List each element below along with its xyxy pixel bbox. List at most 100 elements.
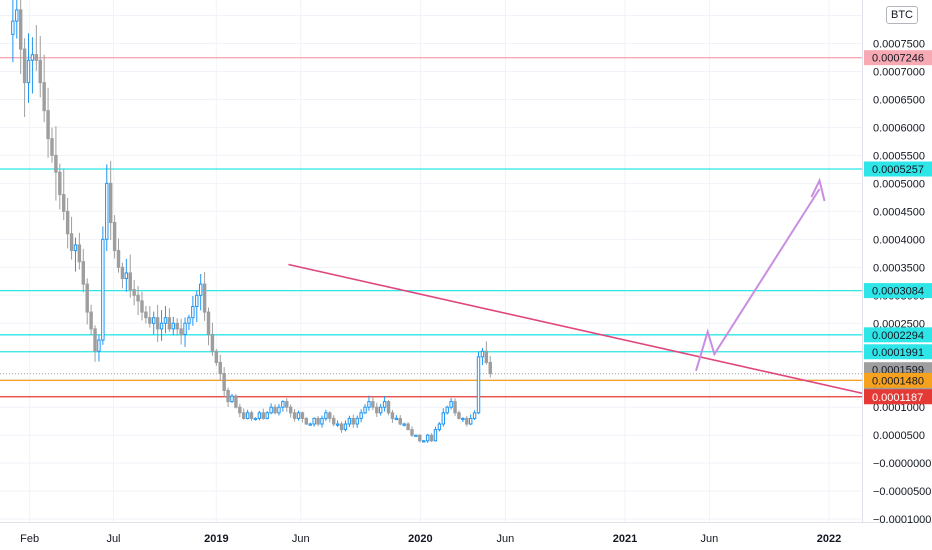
candle xyxy=(257,410,262,421)
candle-body xyxy=(339,423,344,431)
x-tick-label: Feb xyxy=(20,533,39,545)
candle-body xyxy=(152,317,156,324)
candle-body xyxy=(265,412,269,419)
candle-body xyxy=(382,401,387,408)
candle-body xyxy=(253,417,258,421)
candle-body xyxy=(238,406,242,414)
price-tag-bg xyxy=(864,161,932,177)
candle xyxy=(457,410,461,420)
candle xyxy=(261,408,266,420)
candle-body xyxy=(281,401,285,408)
candle xyxy=(441,408,446,427)
candle xyxy=(324,409,328,421)
candle-body xyxy=(26,59,31,84)
candle xyxy=(453,398,457,416)
candle-body xyxy=(62,194,66,212)
x-tick-label: Jun xyxy=(701,533,719,545)
candle xyxy=(245,409,250,420)
candle xyxy=(77,232,82,270)
candle xyxy=(159,310,164,341)
candle xyxy=(62,168,66,221)
y-axis: 0.0007500 0.0007000 0.0006500 0.0006000 0.00… xyxy=(873,38,931,526)
y-tick-label: 0.0002500 xyxy=(873,318,925,330)
candle-body xyxy=(249,412,254,419)
candle xyxy=(226,387,230,407)
candle-body xyxy=(85,283,89,313)
x-tick-label: 2021 xyxy=(613,533,637,545)
candle-body xyxy=(50,138,54,156)
candle-body xyxy=(347,417,352,425)
candle xyxy=(195,290,199,323)
candle-body xyxy=(292,412,297,419)
candle xyxy=(136,286,140,316)
candle-body xyxy=(332,417,336,425)
price-tag-label: 0.0003084 xyxy=(872,286,924,298)
candle-body xyxy=(386,401,391,414)
candle-body xyxy=(58,171,62,196)
y-tick-label: 0.0001000 xyxy=(873,402,925,414)
candle xyxy=(320,415,324,428)
candle xyxy=(472,410,477,421)
candle-body xyxy=(457,412,461,419)
candle-body xyxy=(187,317,191,324)
candle-body xyxy=(242,412,246,419)
price-tag-bg xyxy=(864,372,932,388)
candle-body xyxy=(11,20,15,35)
price-tag-label: 0.0001991 xyxy=(872,347,924,359)
candle xyxy=(210,322,215,356)
candle xyxy=(155,304,160,342)
candle xyxy=(249,410,254,422)
candle-body xyxy=(324,412,328,419)
candle xyxy=(167,308,172,332)
candle xyxy=(296,410,301,421)
candle-body xyxy=(410,429,414,436)
x-tick-label: Jul xyxy=(106,533,120,545)
candle xyxy=(183,317,187,347)
candle xyxy=(328,411,332,423)
candle xyxy=(222,367,226,397)
candle xyxy=(332,415,336,427)
candle-body xyxy=(183,322,187,335)
candle-body xyxy=(245,412,250,419)
price-tag-bg xyxy=(864,50,932,66)
candle xyxy=(152,311,156,335)
candle xyxy=(89,304,93,336)
level-price-tag: 0.0003084 xyxy=(864,283,932,299)
candle xyxy=(202,272,207,321)
candle xyxy=(288,404,293,418)
candle-body xyxy=(198,283,203,296)
price-tag-label: 0.0005257 xyxy=(872,164,924,176)
price-tag-bg xyxy=(864,389,932,405)
candle-body xyxy=(472,412,477,419)
candle-body xyxy=(273,406,277,414)
candle-body xyxy=(30,54,35,61)
candle xyxy=(465,415,469,427)
price-tag-label: 0.0001480 xyxy=(872,375,924,387)
candle xyxy=(242,408,246,420)
candle xyxy=(54,126,58,201)
candle xyxy=(108,160,113,240)
candle-body xyxy=(367,401,371,408)
candle xyxy=(316,415,320,426)
candle xyxy=(163,306,168,334)
candle xyxy=(445,405,449,415)
candle-body xyxy=(288,406,293,414)
candle-body xyxy=(132,289,136,296)
candle-body xyxy=(77,244,82,263)
candle xyxy=(418,434,422,443)
y-tick-label: −0.0001000 xyxy=(873,514,931,526)
candle-body xyxy=(175,322,179,330)
x-tick-label: Jun xyxy=(292,533,310,545)
candle-body xyxy=(42,82,46,112)
candle-body xyxy=(296,412,301,419)
candle xyxy=(81,248,86,293)
candle-body xyxy=(425,434,430,442)
candle-body xyxy=(22,48,27,84)
y-tick-label: 0.0007000 xyxy=(873,66,925,78)
candle xyxy=(422,439,426,443)
candle-body xyxy=(304,417,309,425)
candle-body xyxy=(476,356,481,414)
price-tag-bg xyxy=(864,327,932,343)
candle xyxy=(277,403,281,416)
